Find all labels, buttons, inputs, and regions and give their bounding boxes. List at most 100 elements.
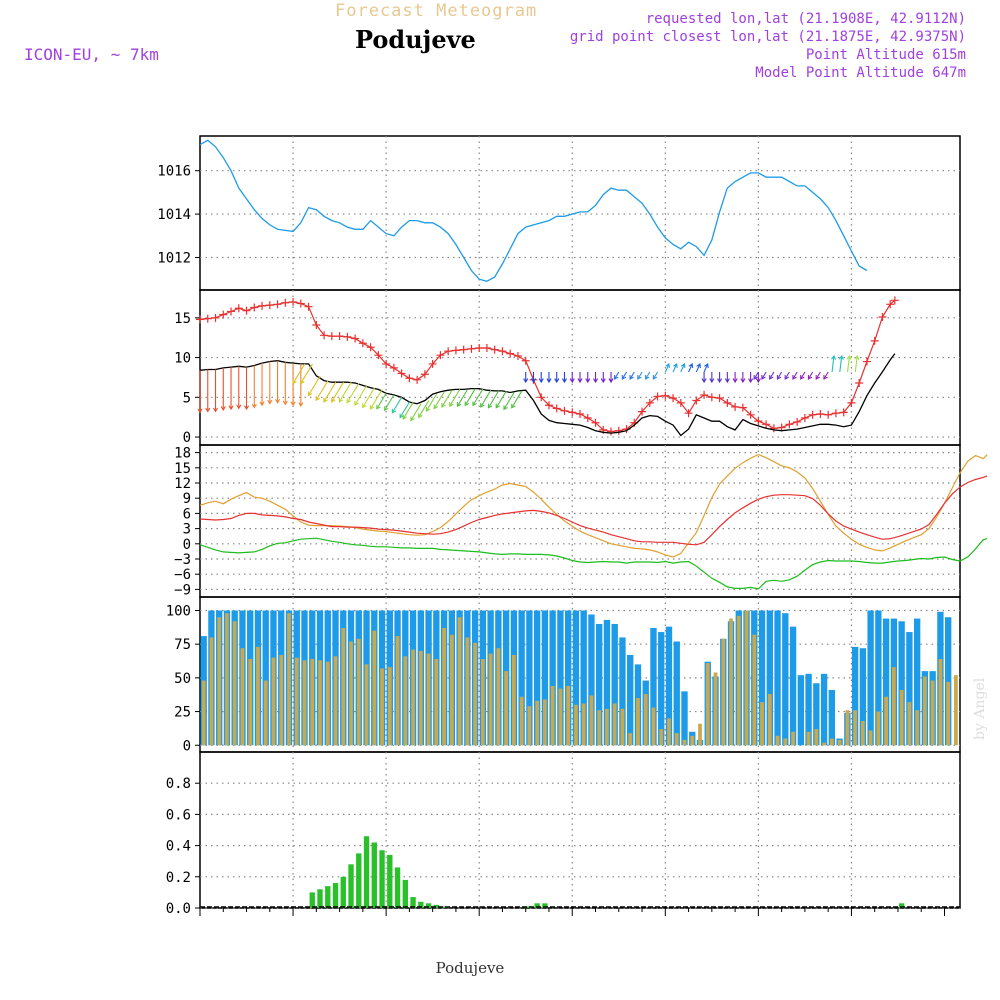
bar-low-clouds bbox=[892, 667, 896, 746]
wind-arrow-head bbox=[197, 408, 203, 414]
gust-marker bbox=[552, 404, 561, 413]
gust-marker bbox=[700, 390, 709, 399]
gust-marker bbox=[405, 374, 414, 383]
wind-arrow-head bbox=[776, 374, 782, 380]
y-tick-label: 1016 bbox=[157, 164, 191, 180]
gust-marker bbox=[684, 409, 693, 418]
bar-total-clouds bbox=[898, 621, 905, 746]
y-tick-label: 15 bbox=[174, 311, 191, 327]
wind-direction-arrow bbox=[784, 371, 790, 380]
bar-low-clouds bbox=[403, 656, 408, 746]
bar-low-clouds bbox=[814, 729, 819, 746]
gust-marker bbox=[343, 332, 352, 341]
gust-marker bbox=[211, 313, 220, 322]
gust-marker bbox=[537, 393, 546, 402]
wind-arrow-head bbox=[212, 407, 219, 413]
y-tick-label: 100 bbox=[166, 603, 191, 619]
bar-rain bbox=[433, 904, 440, 908]
bar-total-clouds bbox=[774, 610, 781, 746]
y-tick-label: −3 bbox=[174, 552, 191, 568]
gust-marker bbox=[560, 406, 569, 415]
gust-marker bbox=[793, 417, 802, 426]
requested-coords: requested lon,lat (21.1908E, 42.9112N) bbox=[646, 11, 966, 27]
gust-marker bbox=[382, 359, 391, 368]
y-tick-label: 5 bbox=[183, 390, 191, 406]
bar-low-clouds bbox=[628, 733, 633, 746]
gust-marker bbox=[234, 304, 243, 313]
bar-rain bbox=[410, 897, 416, 908]
wind-direction-arrow bbox=[370, 389, 383, 410]
wind-direction-arrow bbox=[384, 394, 395, 411]
bar-total-clouds bbox=[549, 610, 556, 746]
gust-marker bbox=[638, 407, 647, 416]
bar-total-clouds bbox=[882, 618, 890, 746]
wind-arrow-head bbox=[784, 374, 789, 380]
y-tick-label: 50 bbox=[174, 671, 191, 687]
gust-marker bbox=[607, 427, 616, 436]
wind-direction-arrow bbox=[753, 371, 759, 380]
wind-arrow-head bbox=[425, 406, 431, 412]
gust-marker bbox=[715, 394, 724, 403]
bar-low-clouds bbox=[659, 729, 664, 746]
wind-arrow-head bbox=[688, 363, 694, 369]
gust-marker bbox=[490, 345, 499, 354]
wind-arrow-head bbox=[480, 402, 485, 408]
wind-direction-arrow bbox=[769, 371, 775, 380]
wind-arrow-head bbox=[369, 404, 375, 410]
bar-low-clouds bbox=[612, 703, 617, 746]
bar-total-clouds bbox=[813, 683, 820, 746]
wind-arrow-head bbox=[315, 396, 320, 402]
bar-low-clouds bbox=[232, 621, 237, 746]
bar-low-clouds bbox=[729, 618, 733, 746]
bar-low-clouds bbox=[356, 638, 361, 746]
gust-marker bbox=[645, 398, 654, 407]
wind-arrow-head bbox=[704, 363, 709, 369]
point-altitude: Point Altitude 615m bbox=[806, 47, 966, 63]
wind-arrow-head bbox=[577, 378, 583, 384]
wind-arrow-head bbox=[740, 378, 746, 384]
wind-direction-arrow bbox=[637, 371, 643, 380]
wind-arrow-head bbox=[709, 378, 715, 384]
bar-rain bbox=[340, 876, 346, 908]
gust-marker bbox=[351, 334, 360, 343]
bar-low-clouds bbox=[442, 628, 446, 746]
wind-arrow-head bbox=[456, 402, 462, 408]
wind-direction-arrow bbox=[441, 389, 453, 408]
bar-low-clouds bbox=[263, 680, 268, 746]
bar-low-clouds bbox=[713, 672, 718, 746]
wind-arrow-head bbox=[391, 408, 397, 414]
wind-direction-arrow bbox=[776, 371, 783, 380]
bar-total-clouds bbox=[619, 637, 626, 746]
panel-precip: 0.0 0.2 0.4 0.6 0.8 bbox=[166, 751, 961, 917]
gust-marker bbox=[591, 418, 600, 427]
gust-marker bbox=[669, 394, 678, 403]
bar-low-clouds bbox=[775, 735, 780, 746]
wind-arrow-head bbox=[338, 397, 344, 403]
bar-low-clouds bbox=[201, 680, 206, 746]
gust-marker bbox=[258, 301, 267, 310]
gust-marker bbox=[723, 398, 732, 407]
bar-total-clouds bbox=[627, 654, 634, 746]
bar-rain bbox=[402, 879, 408, 908]
wind-direction-arrow bbox=[402, 401, 414, 420]
series-2m-temp bbox=[199, 475, 988, 546]
wind-arrow-head bbox=[399, 413, 404, 419]
bar-low-clouds bbox=[333, 656, 338, 746]
wind-direction-arrow bbox=[645, 371, 651, 380]
wind-direction-arrow bbox=[672, 363, 678, 373]
bar-rain bbox=[425, 903, 432, 908]
gust-marker bbox=[544, 401, 553, 410]
wind-direction-arrow bbox=[807, 371, 814, 380]
gust-marker bbox=[692, 396, 701, 405]
gust-marker bbox=[890, 296, 899, 305]
bar-low-clouds bbox=[674, 733, 679, 746]
bar-low-clouds bbox=[341, 628, 346, 746]
wind-direction-arrow bbox=[376, 393, 387, 410]
gust-marker bbox=[358, 339, 367, 348]
bar-low-clouds bbox=[698, 723, 702, 746]
bar-low-clouds bbox=[217, 617, 222, 746]
bar-low-clouds bbox=[519, 696, 524, 746]
gust-marker bbox=[769, 424, 778, 433]
wind-direction-arrow bbox=[854, 355, 858, 373]
bar-total-clouds bbox=[557, 610, 564, 746]
